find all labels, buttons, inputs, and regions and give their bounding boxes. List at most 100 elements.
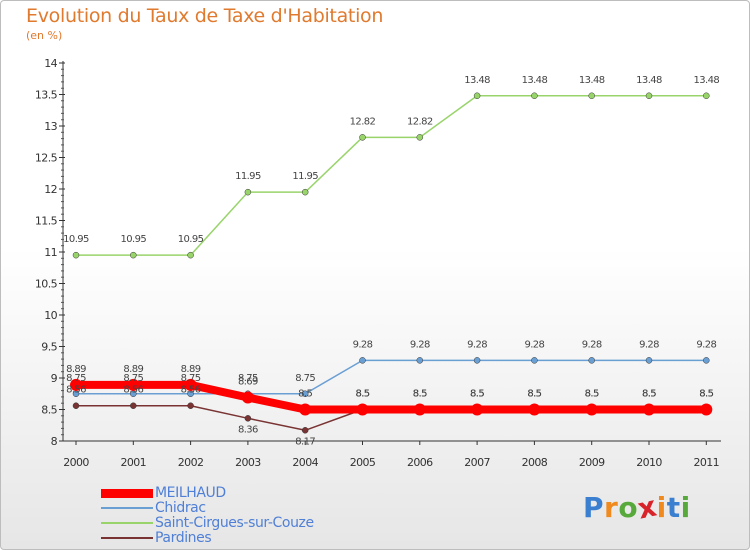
data-label: 8.5: [585, 389, 599, 400]
data-point: [184, 378, 197, 391]
data-label: 12.82: [350, 116, 376, 127]
legend-swatch: [101, 537, 153, 539]
data-label: 8.5: [642, 389, 656, 400]
data-label: 8.5: [642, 389, 656, 400]
legend-swatch: [101, 522, 153, 524]
data-point: [72, 402, 80, 409]
data-point: [356, 403, 369, 416]
data-label: 8.5: [699, 389, 713, 400]
data-label: 9.28: [696, 339, 716, 350]
legend-label: MEILHAUD: [155, 485, 226, 501]
data-point: [703, 357, 710, 364]
legend-swatch: [101, 488, 153, 498]
proxiti-logo: Proxiti: [583, 489, 691, 525]
data-label: 8.5: [470, 389, 484, 400]
data-label: 8.17: [295, 436, 315, 447]
data-point: [473, 357, 481, 364]
data-label: 9.28: [582, 339, 602, 350]
data-label: 9.28: [467, 339, 487, 350]
data-point: [643, 403, 655, 416]
data-label: 8.56: [123, 385, 143, 396]
data-point: [244, 415, 252, 422]
data-label: 8.75: [238, 373, 258, 384]
chart-subtitle: (en %): [26, 29, 63, 42]
data-point: [473, 92, 481, 100]
logo-letter: r: [604, 491, 619, 524]
y-tick-label: 9: [51, 372, 58, 385]
data-label: 8.75: [123, 373, 143, 384]
data-point: [588, 357, 595, 364]
x-tick-label: 2003: [235, 456, 261, 469]
data-point: [72, 251, 80, 259]
data-point: [241, 391, 254, 404]
data-label: 8.5: [470, 389, 484, 400]
data-label: 13.48: [579, 75, 605, 86]
data-point: [244, 188, 252, 196]
series-line-saint-cirgues-sur-couze: [76, 95, 707, 256]
data-point: [413, 403, 426, 416]
data-label: 8.5: [355, 389, 369, 400]
data-label: 11.95: [292, 171, 318, 182]
logo-letter: o: [618, 491, 639, 524]
data-point: [359, 357, 366, 364]
data-point: [700, 403, 713, 416]
y-tick-label: 13.5: [35, 89, 58, 102]
data-point: [127, 378, 140, 391]
data-point: [301, 390, 309, 397]
data-point: [531, 92, 538, 100]
data-point: [187, 251, 194, 259]
y-tick-label: 9.5: [41, 341, 57, 354]
data-label: 13.48: [522, 75, 548, 86]
data-label: 8.75: [181, 373, 201, 384]
x-tick-label: 2000: [63, 456, 89, 469]
x-tick-label: 2010: [636, 456, 662, 469]
x-tick-label: 2001: [120, 456, 146, 469]
data-point: [416, 134, 424, 141]
y-tick-label: 12.5: [35, 152, 58, 165]
data-label: 8.5: [355, 389, 369, 400]
data-point: [301, 188, 309, 196]
y-tick-label: 11: [44, 246, 57, 259]
data-point: [471, 403, 484, 416]
data-point: [187, 402, 194, 409]
data-label: 8.69: [238, 377, 258, 388]
data-label: 8.5: [413, 389, 427, 400]
data-label: 13.48: [693, 75, 719, 86]
data-point: [130, 251, 137, 259]
data-point: [299, 403, 312, 416]
y-tick-label: 14: [44, 57, 57, 70]
data-label: 8.89: [181, 364, 201, 375]
data-point: [645, 92, 653, 100]
data-point: [531, 357, 538, 364]
data-label: 13.48: [636, 75, 662, 86]
x-tick-label: 2005: [350, 456, 376, 469]
data-label: 9.28: [410, 339, 430, 350]
y-tick-label: 8: [51, 435, 58, 448]
data-label: 8.5: [527, 389, 541, 400]
data-point: [585, 403, 598, 416]
data-label: 9.28: [524, 339, 544, 350]
data-label: 8.5: [413, 389, 427, 400]
data-label: 10.95: [63, 234, 89, 245]
data-label: 8.56: [66, 385, 86, 396]
data-label: 11.95: [235, 171, 261, 182]
x-tick-label: 2002: [178, 456, 204, 469]
legend-label: Saint-Cirgues-sur-Couze: [155, 515, 314, 531]
logo-letter: t: [666, 491, 681, 524]
x-tick-label: 2007: [464, 456, 490, 469]
data-label: 8.5: [585, 389, 599, 400]
data-label: 13.48: [464, 75, 490, 86]
data-point: [703, 92, 710, 100]
y-tick-label: 13: [44, 120, 57, 133]
legend-label: Chidrac: [155, 500, 206, 516]
data-label: 9.28: [353, 339, 373, 350]
y-tick-label: 10.5: [35, 278, 58, 291]
data-label: 8.75: [295, 373, 315, 384]
y-tick-label: 11.5: [35, 215, 58, 228]
logo-letter: P: [583, 491, 605, 524]
legend-label: Pardines: [155, 530, 212, 546]
x-tick-label: 2009: [579, 456, 605, 469]
data-point: [645, 357, 653, 364]
data-point: [301, 427, 309, 434]
series-line-meilhaud: [76, 380, 707, 414]
